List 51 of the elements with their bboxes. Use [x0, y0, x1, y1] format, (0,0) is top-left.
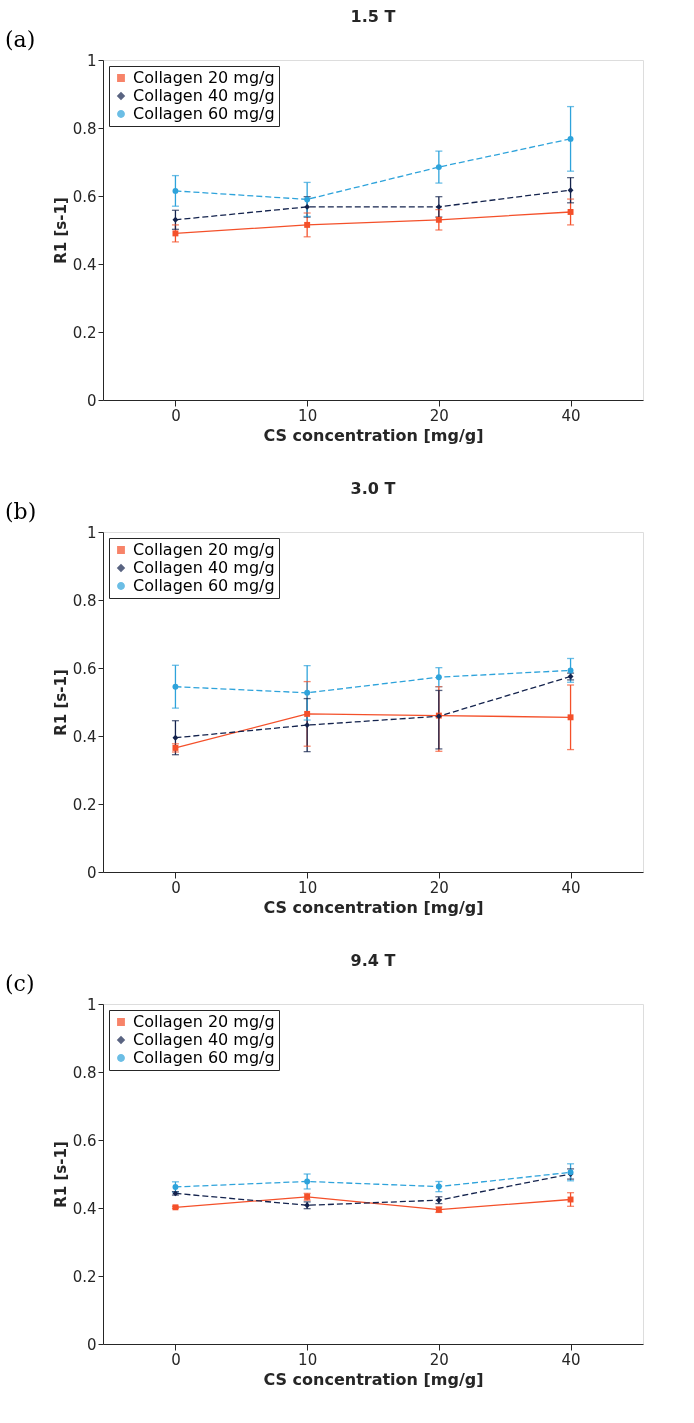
x-tick-label: 0 [171, 406, 181, 425]
y-tick-label: 0.2 [72, 1267, 97, 1286]
x-tick-label: 40 [561, 1350, 581, 1369]
legend-label: Collagen 20 mg/g [133, 540, 275, 559]
y-tick-label: 0 [86, 391, 97, 410]
y-tick-label: 0 [86, 1335, 97, 1354]
y-tick-label: 0.6 [72, 659, 97, 678]
y-tick-label: 0.6 [72, 1131, 97, 1150]
x-tick-label: 10 [298, 406, 318, 425]
legend-label: Collagen 20 mg/g [133, 68, 275, 87]
y-axis-title: R1 [s-1] [51, 1141, 70, 1208]
chart-title: 3.0 T [350, 479, 396, 498]
y-tick-label: 0.8 [72, 591, 97, 610]
x-tick-label: 0 [171, 1350, 181, 1369]
legend-label: Collagen 20 mg/g [133, 1012, 275, 1031]
x-axis-title: CS concentration [mg/g] [263, 425, 484, 445]
chart-title: 1.5 T [350, 7, 396, 26]
x-axis-title: CS concentration [mg/g] [263, 1369, 484, 1389]
y-tick-label: 1 [86, 995, 97, 1014]
y-tick-label: 0.4 [72, 1199, 97, 1218]
legend-label: Collagen 60 mg/g [133, 104, 275, 123]
y-tick-label: 1 [86, 523, 97, 542]
y-tick-label: 0.4 [72, 727, 97, 746]
x-axis-title: CS concentration [mg/g] [263, 897, 484, 917]
y-tick-label: 0.4 [72, 255, 97, 274]
text: (a) [5, 27, 36, 52]
y-tick-label: 0.6 [72, 187, 97, 206]
x-tick-label: 20 [429, 406, 449, 425]
chart-title: 9.4 T [350, 951, 396, 970]
legend-label: Collagen 60 mg/g [133, 1048, 275, 1067]
x-tick-label: 20 [429, 1350, 449, 1369]
y-tick-label: 1 [86, 51, 97, 70]
y-axis-title: R1 [s-1] [51, 669, 70, 736]
legend-label: Collagen 40 mg/g [133, 86, 275, 105]
y-tick-label: 0.8 [72, 1063, 97, 1082]
y-tick-label: 0.2 [72, 323, 97, 342]
x-tick-label: 10 [298, 1350, 318, 1369]
legend-label: Collagen 40 mg/g [133, 558, 275, 577]
legend-label: Collagen 40 mg/g [133, 1030, 275, 1049]
y-tick-label: 0.2 [72, 795, 97, 814]
x-tick-label: 10 [298, 878, 318, 897]
legend-label: Collagen 60 mg/g [133, 576, 275, 595]
y-tick-label: 0.8 [72, 119, 97, 138]
x-tick-label: 40 [561, 878, 581, 897]
y-tick-label: 0 [86, 863, 97, 882]
x-tick-label: 0 [171, 878, 181, 897]
x-tick-label: 40 [561, 406, 581, 425]
x-tick-label: 20 [429, 878, 449, 897]
text: (c) [5, 971, 35, 996]
text: (b) [5, 499, 37, 524]
y-axis-title: R1 [s-1] [51, 197, 70, 264]
